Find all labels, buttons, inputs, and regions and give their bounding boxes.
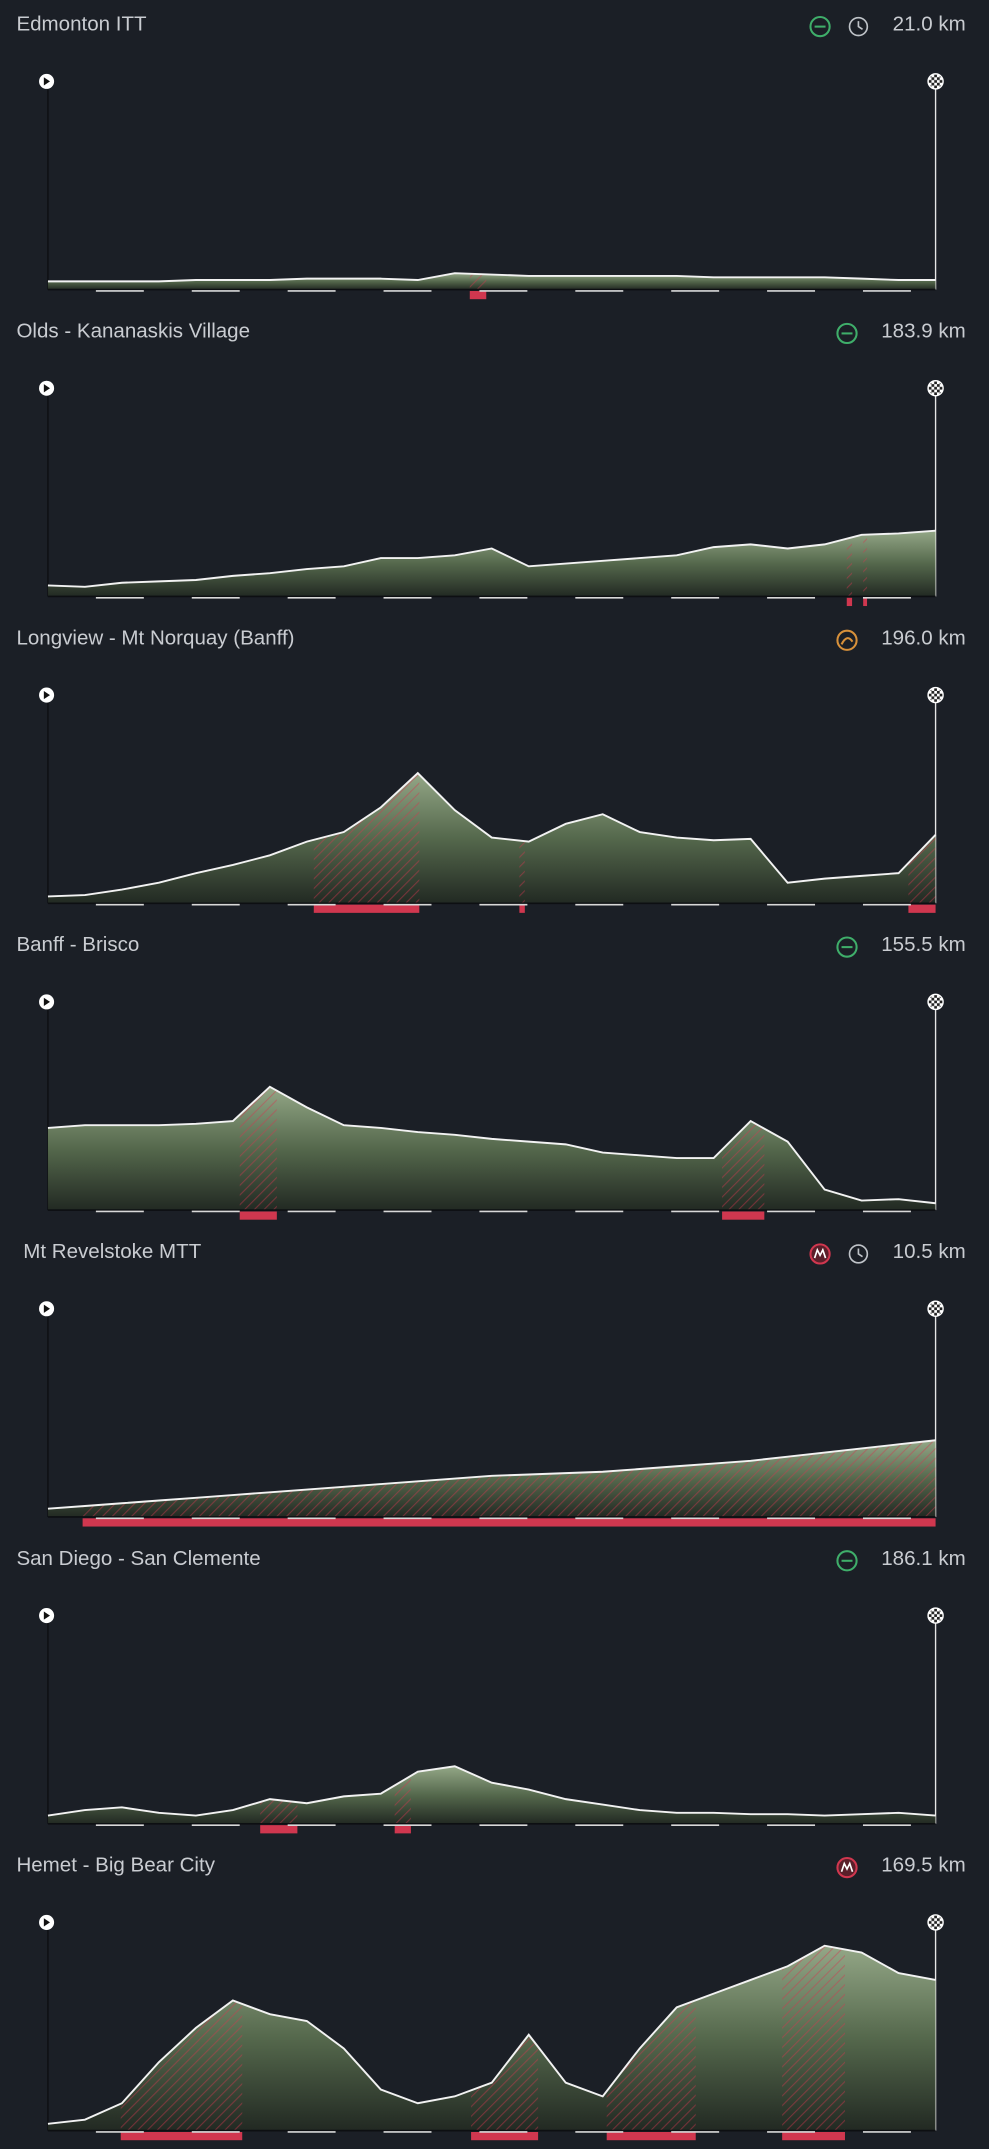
stage-icon-itt <box>848 1244 869 1264</box>
profile-line <box>47 272 936 283</box>
stage-card: Edmonton ITT 21.0 km <box>16 13 966 300</box>
stage-title: Olds - Kananaskis Village <box>16 319 250 342</box>
climb-bar <box>394 1825 411 1834</box>
stage-icon-hilly <box>836 629 858 651</box>
climb-hatch <box>394 1775 411 1824</box>
stage-icon-flat <box>836 1550 858 1572</box>
stage-card: Hemet - Big Bear City 169.5 km <box>16 1854 966 2141</box>
climb-hatch <box>782 1945 845 2131</box>
icon-ring <box>836 629 858 651</box>
climb-bar <box>863 597 868 607</box>
stage-card: Longview - Mt Norquay (Banff) 196.0 km <box>16 626 966 913</box>
climb-hatch <box>82 1440 936 1517</box>
climb-bar <box>519 904 525 913</box>
stage-distance: 196.0 km <box>881 626 965 649</box>
stage-card: Olds - Kananaskis Village 183.9 km <box>16 319 966 607</box>
climb-hatch <box>846 537 853 597</box>
profile-line <box>47 1085 936 1205</box>
profile-area <box>47 1086 936 1211</box>
start-arrow <box>43 77 50 86</box>
climb-hatch <box>908 834 936 904</box>
stage-title: Banff - Brisco <box>16 933 139 956</box>
climb-hatch <box>239 1086 277 1211</box>
stage-title: Hemet - Big Bear City <box>16 1854 215 1877</box>
climb-bar <box>239 1211 277 1220</box>
finish-marker <box>927 73 944 90</box>
stage-distance: 21.0 km <box>893 13 966 36</box>
start-arrow <box>43 997 50 1007</box>
stage-icon-mountain <box>836 1857 858 1879</box>
stage-card: San Diego - San Clemente 186.1 km <box>16 1547 966 1834</box>
profile-line <box>47 1439 936 1510</box>
profile-line <box>47 771 937 898</box>
stage-title: Edmonton ITT <box>16 13 147 36</box>
icon-hill <box>840 637 854 645</box>
finish-marker <box>927 686 944 704</box>
icon-hands <box>857 1248 863 1258</box>
profile-line <box>47 1765 936 1817</box>
stage-title: Mt Revelstoke MTT <box>23 1240 201 1263</box>
stage-title: San Diego - San Clemente <box>16 1547 260 1570</box>
finish-marker <box>927 1607 944 1624</box>
start-arrow <box>43 1611 50 1620</box>
climb-bar <box>313 904 420 913</box>
icon-ring <box>809 15 831 38</box>
stage-distance: 183.9 km <box>881 319 965 342</box>
finish-marker <box>927 1300 944 1317</box>
stage-card: Banff - Brisco 155.5 km <box>16 933 966 1220</box>
start-arrow <box>43 1918 50 1927</box>
stage-title: Longview - Mt Norquay (Banff) <box>16 626 294 649</box>
climb-bar <box>120 2131 243 2141</box>
climb-hatch <box>469 273 487 290</box>
profile-area <box>47 530 936 597</box>
stage-distance: 186.1 km <box>881 1547 965 1570</box>
profile-line <box>47 529 936 588</box>
stage-distance: 169.5 km <box>881 1854 965 1877</box>
climb-hatch <box>722 1121 765 1211</box>
icon-hands <box>857 21 863 31</box>
climb-hatch <box>863 534 868 597</box>
finish-marker <box>927 993 944 1011</box>
climb-bar <box>260 1825 298 1834</box>
stage-icon-flat <box>809 15 831 38</box>
icon-ring <box>836 936 858 958</box>
finish-marker <box>927 380 944 397</box>
finish-marker <box>927 1914 944 1931</box>
stage-card: Mt Revelstoke MTT 10.5 km <box>23 1240 966 1527</box>
climb-bar <box>471 2131 539 2141</box>
stage-icon-flat <box>836 936 858 958</box>
climb-hatch <box>260 1799 298 1824</box>
climb-hatch <box>606 2000 696 2131</box>
stage-icon-flat <box>836 322 858 345</box>
climb-bar <box>908 904 936 913</box>
climb-bar <box>782 2131 845 2141</box>
climb-bar <box>846 597 853 607</box>
stage-icon-mountain <box>809 1243 831 1265</box>
climb-hatch <box>471 2034 539 2131</box>
climb-bar <box>722 1211 765 1220</box>
icon-peaks <box>840 1861 854 1872</box>
climb-bar <box>606 2131 696 2141</box>
climb-bar <box>82 1518 936 1527</box>
icon-ring <box>848 16 869 37</box>
icon-ring <box>836 1550 858 1572</box>
start-arrow <box>43 690 50 700</box>
climb-hatch <box>519 840 525 904</box>
climb-hatch <box>120 2000 243 2131</box>
profile-area <box>47 273 936 290</box>
stage-icon-itt <box>848 16 869 37</box>
profile-line <box>47 1944 936 2125</box>
climb-bar <box>469 290 487 300</box>
stage-distance: 10.5 km <box>893 1240 966 1263</box>
climb-hatch <box>313 773 420 904</box>
icon-ring <box>836 322 858 345</box>
start-arrow <box>43 384 50 393</box>
start-arrow <box>43 1304 50 1313</box>
icon-ring <box>848 1244 869 1264</box>
profile-area <box>47 1945 936 2131</box>
stage-distance: 155.5 km <box>881 933 965 956</box>
icon-peaks <box>813 1247 827 1259</box>
